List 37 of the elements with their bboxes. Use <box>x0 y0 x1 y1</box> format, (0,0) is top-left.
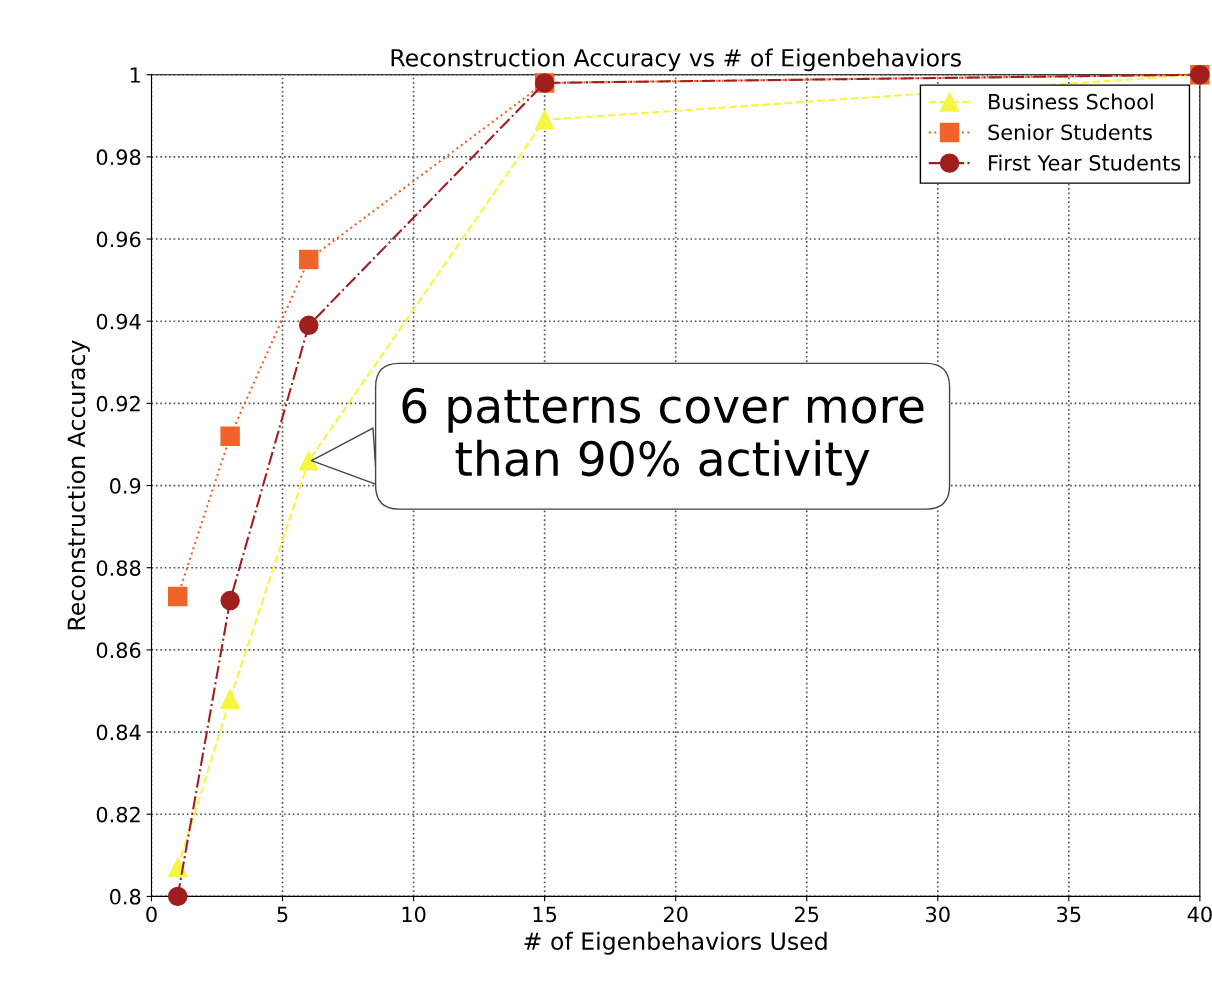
x-tick-label: 15 <box>533 906 557 923</box>
x-tick-label: 40 <box>1187 906 1212 923</box>
y-tick-label: 0.86 <box>96 642 141 659</box>
y-tick-label: 0.8 <box>110 888 141 905</box>
y-tick-label: 0.98 <box>96 149 141 166</box>
x-axis-title: # of Eigenbehaviors Used <box>524 931 827 955</box>
y-tick-label: 0.88 <box>96 560 141 576</box>
point <box>167 586 188 607</box>
point <box>220 590 240 611</box>
y-axis-title: Reconstruction Accuracy <box>66 340 90 630</box>
y-tick-label: 0.96 <box>96 231 141 248</box>
y-tick-label: 0.82 <box>96 806 140 823</box>
y-tick-label: 0.84 <box>96 724 141 741</box>
point <box>299 315 319 336</box>
point <box>167 886 188 907</box>
point <box>167 857 188 878</box>
x-tick-label: 35 <box>1057 906 1081 923</box>
legend-label: Business School <box>989 93 1153 110</box>
chart-title: Reconstruction Accuracy vs # of Eigenbehaviors <box>391 48 961 72</box>
x-tick-label: 0 <box>146 906 157 923</box>
y-tick-label: 1 <box>130 67 140 83</box>
point <box>299 451 319 471</box>
annotation: 6 patterns cover more than 90% activity <box>402 387 924 486</box>
point <box>534 110 555 130</box>
x-tick-label: 5 <box>277 906 288 923</box>
y-tick-label: 0.92 <box>96 395 140 412</box>
x-tick-label: 10 <box>402 906 426 923</box>
point <box>220 426 240 446</box>
y-tick-label: 0.94 <box>96 313 141 330</box>
y-tick-label: 0.9 <box>110 478 141 494</box>
x-tick-label: 25 <box>795 906 819 923</box>
x-tick-label: 20 <box>663 906 688 923</box>
point <box>220 689 240 709</box>
legend-label: First Year Students <box>989 154 1181 171</box>
point <box>299 249 319 270</box>
legend-label: Senior Students <box>988 124 1152 141</box>
x-tick-label: 30 <box>926 906 950 923</box>
